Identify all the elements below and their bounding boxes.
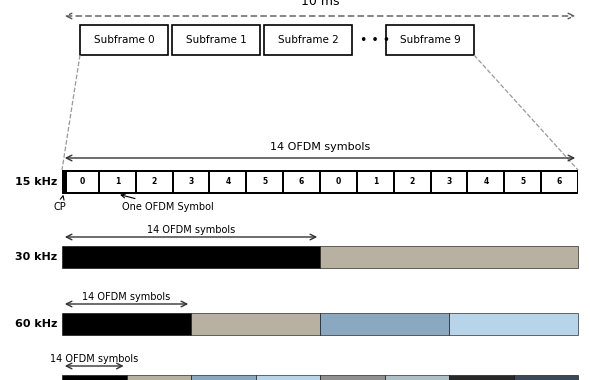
FancyBboxPatch shape	[172, 25, 260, 55]
FancyBboxPatch shape	[173, 172, 208, 192]
Text: 14 OFDM symbols: 14 OFDM symbols	[270, 142, 370, 152]
FancyBboxPatch shape	[513, 375, 578, 380]
FancyBboxPatch shape	[255, 375, 320, 380]
Text: 0: 0	[336, 177, 341, 187]
Text: 1: 1	[114, 177, 120, 187]
Text: 4: 4	[225, 177, 231, 187]
FancyBboxPatch shape	[62, 313, 191, 335]
FancyBboxPatch shape	[320, 246, 578, 268]
Text: 6: 6	[299, 177, 304, 187]
Text: 2: 2	[409, 177, 415, 187]
FancyBboxPatch shape	[126, 375, 191, 380]
Text: 60 kHz: 60 kHz	[15, 319, 57, 329]
Text: 3: 3	[447, 177, 451, 187]
FancyBboxPatch shape	[542, 172, 577, 192]
Text: 14 OFDM symbols: 14 OFDM symbols	[50, 354, 139, 364]
Text: • • •: • • •	[360, 33, 390, 46]
Text: Subframe 1: Subframe 1	[186, 35, 247, 45]
FancyBboxPatch shape	[264, 25, 352, 55]
FancyBboxPatch shape	[449, 375, 513, 380]
Text: 5: 5	[262, 177, 267, 187]
Text: 3: 3	[188, 177, 194, 187]
Text: 6: 6	[557, 177, 562, 187]
FancyBboxPatch shape	[247, 172, 282, 192]
FancyBboxPatch shape	[321, 172, 356, 192]
Text: 4: 4	[483, 177, 489, 187]
FancyBboxPatch shape	[211, 172, 245, 192]
FancyBboxPatch shape	[62, 375, 126, 380]
Text: Subframe 9: Subframe 9	[399, 35, 460, 45]
FancyBboxPatch shape	[191, 375, 255, 380]
FancyBboxPatch shape	[431, 172, 467, 192]
FancyBboxPatch shape	[358, 172, 393, 192]
FancyBboxPatch shape	[385, 375, 449, 380]
FancyBboxPatch shape	[62, 246, 320, 268]
FancyBboxPatch shape	[80, 25, 168, 55]
Text: 10 ms: 10 ms	[301, 0, 339, 8]
Text: 1: 1	[373, 177, 378, 187]
Text: CP: CP	[54, 196, 67, 212]
Text: 0: 0	[80, 177, 85, 187]
Text: 14 OFDM symbols: 14 OFDM symbols	[83, 292, 171, 302]
FancyBboxPatch shape	[468, 172, 503, 192]
FancyBboxPatch shape	[395, 172, 430, 192]
Text: One OFDM Symbol: One OFDM Symbol	[121, 194, 214, 212]
FancyBboxPatch shape	[62, 170, 578, 194]
Text: 15 kHz: 15 kHz	[15, 177, 57, 187]
FancyBboxPatch shape	[386, 25, 474, 55]
Text: 14 OFDM symbols: 14 OFDM symbols	[147, 225, 235, 235]
FancyBboxPatch shape	[449, 313, 578, 335]
FancyBboxPatch shape	[320, 375, 385, 380]
FancyBboxPatch shape	[320, 313, 449, 335]
Text: 30 kHz: 30 kHz	[15, 252, 57, 262]
Text: 5: 5	[520, 177, 525, 187]
Text: Subframe 0: Subframe 0	[94, 35, 155, 45]
Text: 2: 2	[152, 177, 157, 187]
FancyBboxPatch shape	[100, 172, 135, 192]
FancyBboxPatch shape	[137, 172, 172, 192]
FancyBboxPatch shape	[505, 172, 540, 192]
FancyBboxPatch shape	[284, 172, 319, 192]
Text: Subframe 2: Subframe 2	[278, 35, 339, 45]
FancyBboxPatch shape	[67, 172, 98, 192]
FancyBboxPatch shape	[191, 313, 320, 335]
